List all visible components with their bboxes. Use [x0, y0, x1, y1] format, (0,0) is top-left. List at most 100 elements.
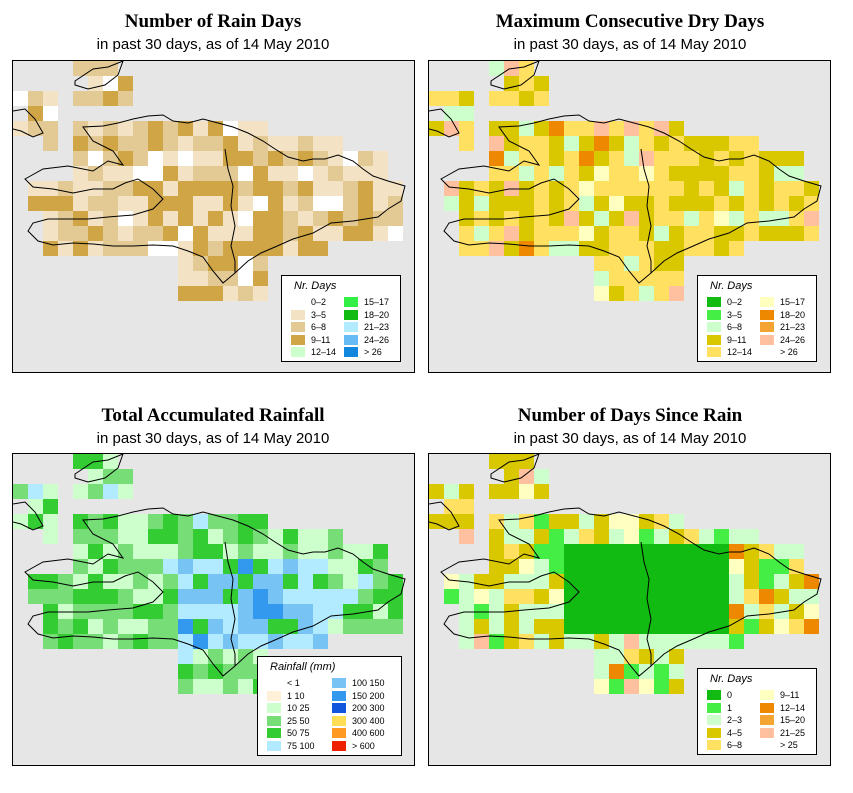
grid-cell — [73, 91, 88, 106]
grid-cell — [444, 514, 459, 529]
grid-cell — [549, 529, 564, 544]
grid-cell — [73, 484, 88, 499]
grid-cell — [133, 121, 148, 136]
grid-cell — [193, 544, 208, 559]
grid-cell — [639, 196, 654, 211]
grid-cell — [444, 574, 459, 589]
grid-cell — [88, 619, 103, 634]
grid-cell — [43, 589, 58, 604]
grid-cell — [639, 286, 654, 301]
coastline — [440, 507, 822, 677]
grid-cell — [58, 619, 73, 634]
grid-cell — [579, 241, 594, 256]
grid-cell — [208, 121, 223, 136]
grid-cell — [519, 241, 534, 256]
grid-cell — [313, 166, 328, 181]
grid-cell — [759, 226, 774, 241]
panel-title: Total Accumulated Rainfall — [101, 405, 325, 426]
grid-cell — [564, 574, 579, 589]
legend-label: 10 25 — [287, 703, 310, 713]
grid-cell — [73, 196, 88, 211]
grid-cell — [774, 226, 789, 241]
grid-cell — [178, 559, 193, 574]
grid-cell — [759, 589, 774, 604]
grid-cell — [459, 619, 474, 634]
grid-cell — [639, 136, 654, 151]
grid-cell — [148, 121, 163, 136]
grid-cell — [133, 529, 148, 544]
grid-cell — [759, 166, 774, 181]
grid-cell — [609, 136, 624, 151]
grid-cell — [789, 181, 804, 196]
grid-cell — [549, 544, 564, 559]
grid-cell — [148, 136, 163, 151]
grid-cell — [504, 514, 519, 529]
grid-cell — [133, 619, 148, 634]
grid-cell — [268, 181, 283, 196]
grid-cell — [744, 589, 759, 604]
grid-cell — [654, 679, 669, 694]
legend-swatch — [760, 334, 774, 345]
grid-cell — [624, 589, 639, 604]
grid-cell — [654, 664, 669, 679]
grid-cell — [268, 196, 283, 211]
grid-cell — [579, 226, 594, 241]
grid-cell — [594, 574, 609, 589]
grid-cell — [223, 286, 238, 301]
grid-cell — [208, 589, 223, 604]
grid-cell — [789, 544, 804, 559]
grid-cell — [103, 604, 118, 619]
grid-cell — [489, 484, 504, 499]
grid-cell — [193, 679, 208, 694]
grid-cell — [103, 196, 118, 211]
grid-cell — [654, 241, 669, 256]
grid-cell — [163, 241, 178, 256]
grid-cell — [774, 619, 789, 634]
grid-cell — [684, 151, 699, 166]
grid-cell — [313, 574, 328, 589]
grid-cell — [594, 529, 609, 544]
grid-cell — [178, 136, 193, 151]
grid-cell — [13, 91, 28, 106]
grid-cell — [564, 211, 579, 226]
grid-cell — [223, 166, 238, 181]
grid-cell — [103, 634, 118, 649]
grid-cell — [43, 529, 58, 544]
grid-cell — [148, 529, 163, 544]
legend-swatch — [332, 728, 346, 738]
grid-cell — [609, 196, 624, 211]
grid-cell — [699, 241, 714, 256]
grid-cell — [283, 589, 298, 604]
grid-cell — [103, 454, 118, 469]
grid-cell — [489, 529, 504, 544]
grid-cell — [223, 271, 238, 286]
grid-cell — [28, 91, 43, 106]
grid-cell — [208, 211, 223, 226]
grid-cell — [43, 196, 58, 211]
legend-swatch — [291, 297, 305, 307]
grid-cell — [504, 634, 519, 649]
grid-cell — [624, 544, 639, 559]
grid-cell — [669, 286, 684, 301]
grid-cell — [223, 226, 238, 241]
grid-cell — [253, 604, 268, 619]
grid-cell — [43, 121, 58, 136]
grid-cell — [103, 529, 118, 544]
grid-cell — [654, 559, 669, 574]
grid-cell — [313, 181, 328, 196]
grid-cell — [669, 166, 684, 181]
panel-subtitle: in past 30 days, as of 14 May 2010 — [96, 430, 330, 447]
grid-cell — [358, 226, 373, 241]
grid-cell — [178, 166, 193, 181]
grid-cell — [609, 544, 624, 559]
grid-cell — [388, 619, 403, 634]
grid-cell — [669, 574, 684, 589]
grid-cell — [208, 604, 223, 619]
grid-cell — [669, 121, 684, 136]
grid-cell — [624, 286, 639, 301]
grid-cell — [178, 256, 193, 271]
grid-cell — [549, 121, 564, 136]
legend-swatch — [344, 334, 358, 345]
grid-cell — [729, 604, 744, 619]
panel-title: Number of Rain Days — [124, 11, 302, 32]
